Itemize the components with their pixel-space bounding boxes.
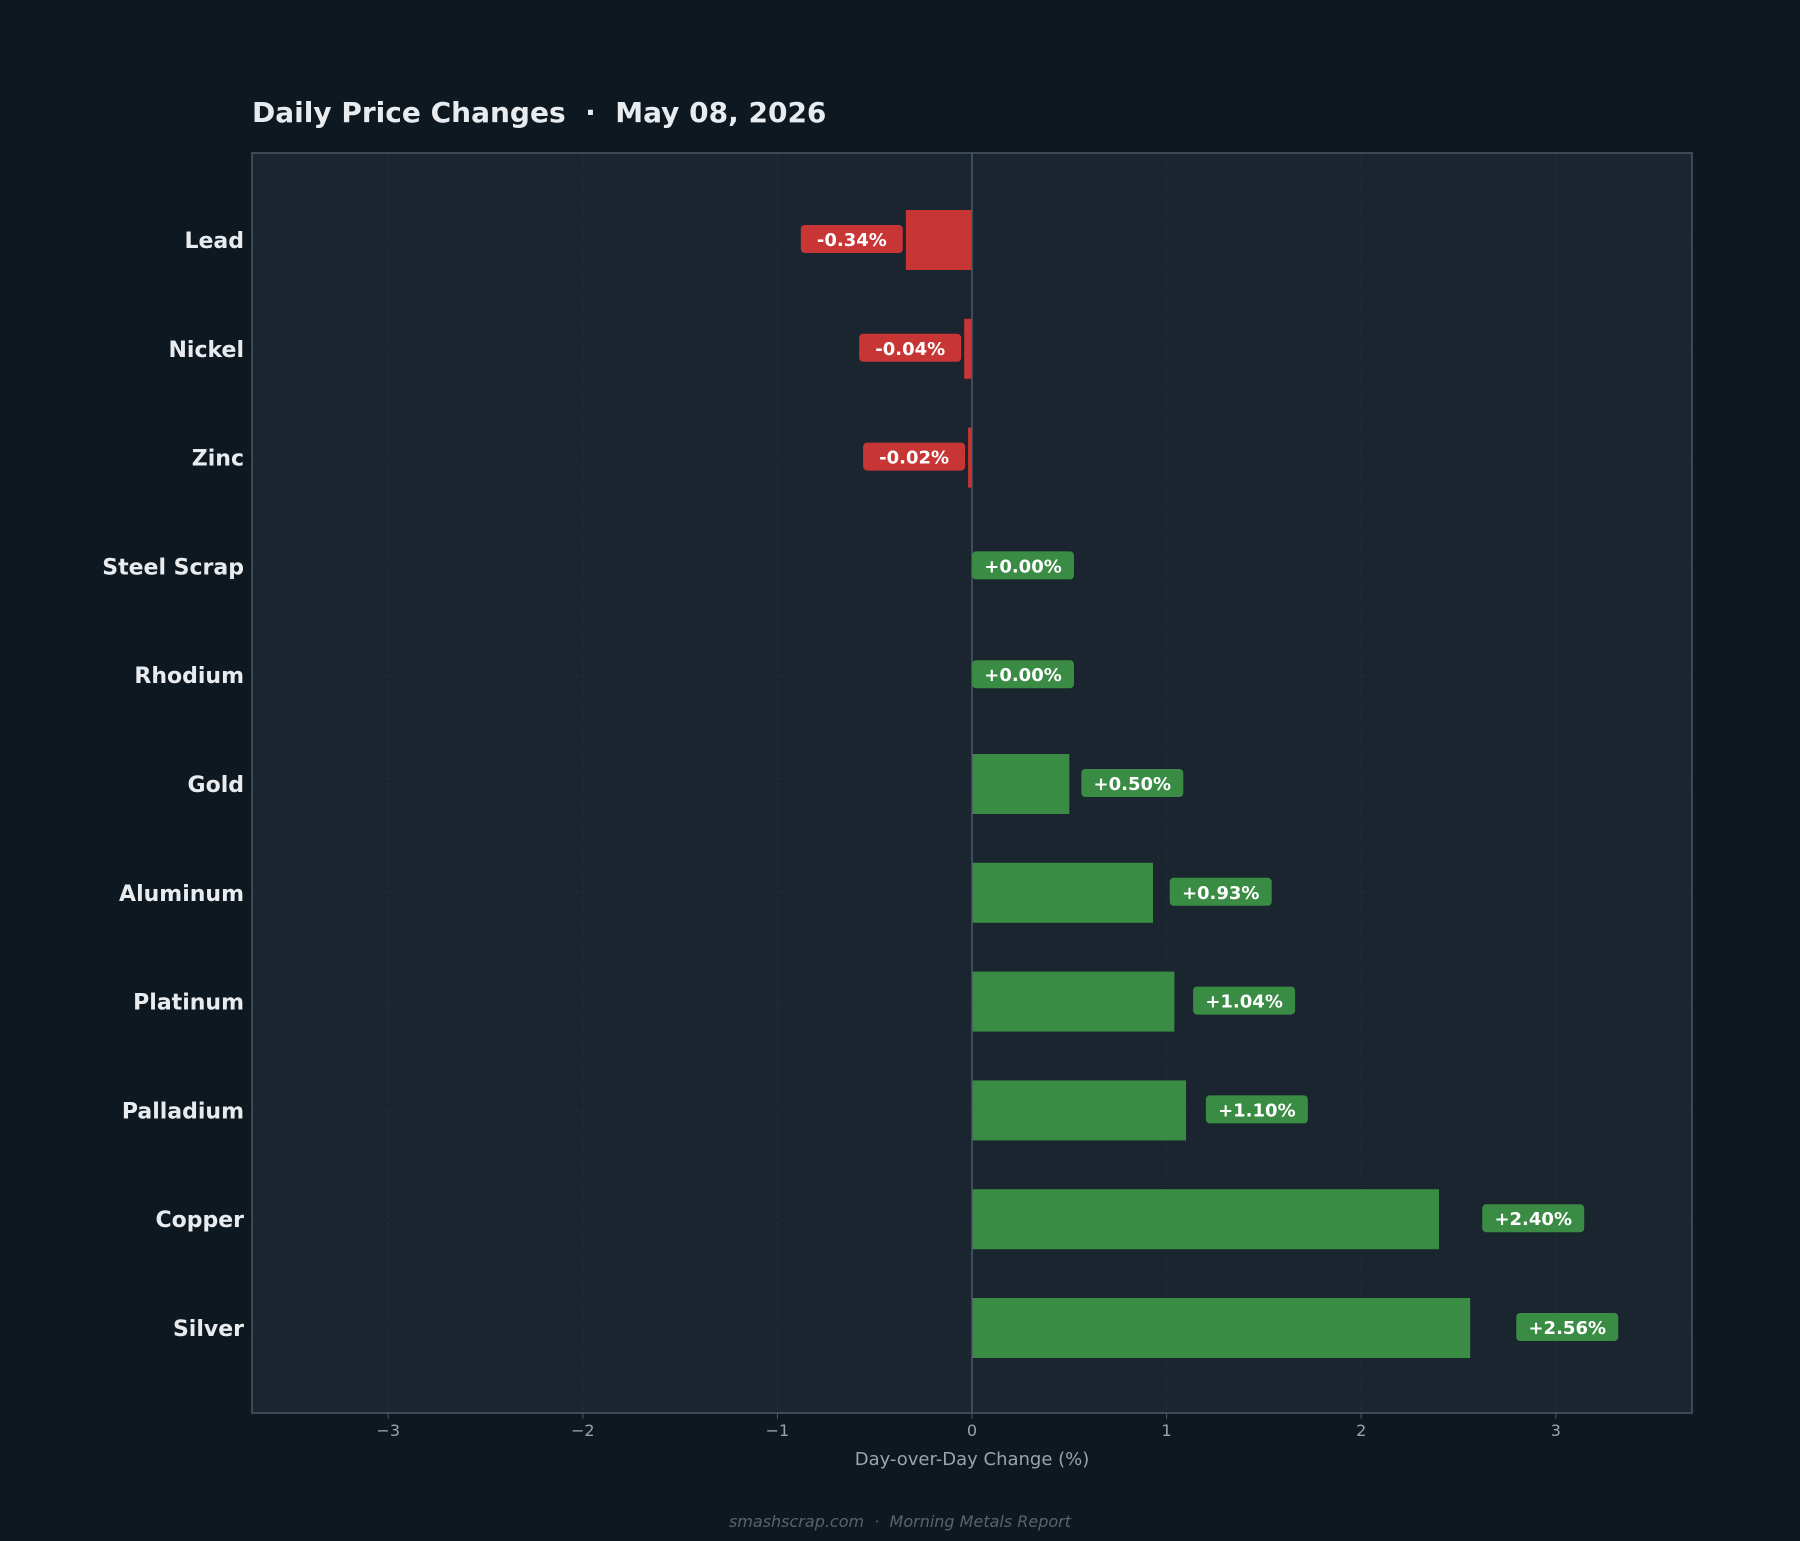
category-label: Palladium — [122, 1099, 244, 1124]
data-label-box — [1169, 877, 1272, 906]
data-label-text: +1.04% — [1205, 992, 1283, 1013]
data-label-text: +2.56% — [1528, 1318, 1606, 1339]
category-label: Zinc — [192, 447, 244, 472]
data-label-text: -0.34% — [817, 230, 887, 251]
bar-silver — [972, 1298, 1471, 1358]
data-label-box — [972, 551, 1074, 580]
data-label-box — [859, 333, 962, 362]
data-label: +0.00% — [972, 660, 1074, 689]
x-tick-label: 2 — [1356, 1421, 1366, 1440]
data-label-text: +0.00% — [984, 556, 1062, 577]
bar-lead — [905, 210, 972, 270]
data-label: +0.50% — [1081, 769, 1184, 797]
data-label: -0.04% — [859, 333, 962, 362]
data-label-box — [1482, 1204, 1585, 1233]
bar-palladium — [972, 1080, 1187, 1141]
x-axis-ticks: −3 −2 −1 0 1 2 3 — [376, 1413, 1561, 1440]
x-tick-label: 0 — [967, 1421, 977, 1440]
data-label: -0.02% — [863, 442, 966, 471]
category-label: Rhodium — [134, 664, 244, 689]
data-label-text: +0.50% — [1094, 774, 1172, 795]
data-label-box — [863, 442, 966, 471]
bar-platinum — [972, 971, 1175, 1032]
data-label-text: +2.40% — [1494, 1209, 1572, 1230]
data-label-text: -0.04% — [875, 339, 945, 360]
data-labels: -0.34% -0.04% -0.02% +0.00% +0.00% +0.50% +0.9… — [800, 225, 1619, 1341]
data-label-box — [800, 225, 903, 253]
bar-zinc — [968, 427, 972, 488]
category-label: Lead — [184, 229, 244, 254]
data-label: +1.04% — [1193, 986, 1296, 1015]
data-label-box — [972, 660, 1074, 689]
x-tick-label: −3 — [376, 1421, 400, 1440]
data-label: +1.10% — [1205, 1095, 1308, 1124]
category-label: Steel Scrap — [102, 555, 244, 580]
data-label-text: +0.93% — [1182, 883, 1260, 904]
category-labels: Lead Nickel Zinc Steel Scrap Rhodium Gold Alum… — [102, 229, 244, 1342]
data-label: +2.56% — [1516, 1313, 1619, 1341]
category-label: Aluminum — [119, 882, 244, 907]
data-label-text: +0.00% — [984, 665, 1062, 686]
x-axis-label: Day-over-Day Change (%) — [855, 1449, 1090, 1470]
data-label: -0.34% — [800, 225, 903, 253]
data-label-box — [1516, 1313, 1619, 1341]
bars — [905, 210, 1471, 1358]
category-label: Copper — [155, 1208, 244, 1233]
bar-gold — [972, 754, 1070, 814]
bar-nickel — [964, 318, 972, 379]
category-label: Nickel — [169, 338, 245, 363]
footer-credit: smashscrap.com · Morning Metals Report — [729, 1512, 1072, 1531]
data-label-text: +1.10% — [1218, 1100, 1296, 1121]
data-label-box — [1205, 1095, 1308, 1124]
data-label: +2.40% — [1482, 1204, 1585, 1233]
data-label-box — [1081, 769, 1184, 797]
x-tick-label: −1 — [766, 1421, 790, 1440]
x-tick-label: −2 — [571, 1421, 595, 1440]
data-label: +0.00% — [972, 551, 1074, 580]
data-label-box — [1193, 986, 1296, 1015]
category-label: Platinum — [133, 991, 244, 1016]
data-label: +0.93% — [1169, 877, 1272, 906]
bar-copper — [972, 1189, 1440, 1250]
chart-title: Daily Price Changes · May 08, 2026 — [252, 96, 826, 129]
x-tick-label: 1 — [1162, 1421, 1172, 1440]
data-label-text: -0.02% — [879, 448, 949, 469]
category-label: Silver — [173, 1317, 244, 1342]
category-label: Gold — [188, 773, 244, 798]
bar-aluminum — [972, 862, 1153, 923]
x-tick-label: 3 — [1551, 1421, 1561, 1440]
